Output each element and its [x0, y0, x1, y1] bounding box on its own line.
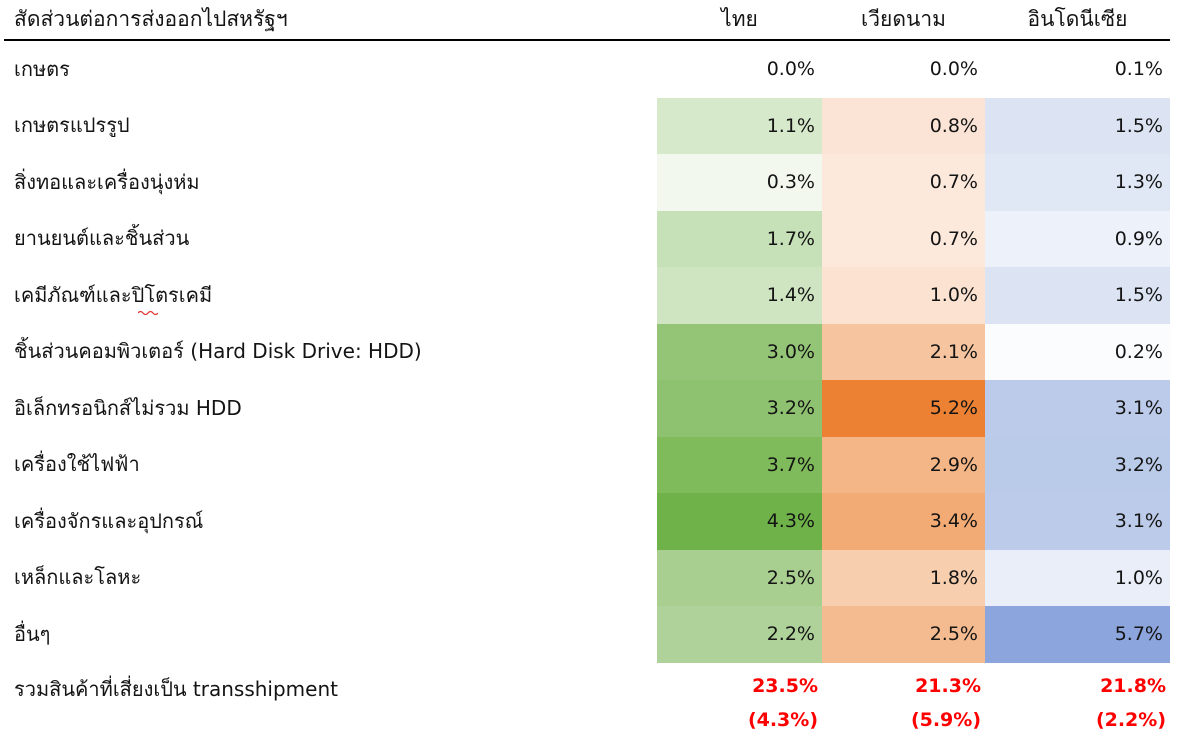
summary-label: รวมสินค้าที่เสี่ยงเป็น transshipment: [14, 676, 338, 701]
row-label-text: เกษตรแปรรูป: [14, 113, 130, 138]
row-label: ยานยนต์และชิ้นส่วน: [0, 211, 657, 268]
cell-indonesia-value: 0.9%: [985, 210, 1170, 267]
cell-indonesia-value: 3.2%: [985, 436, 1170, 493]
table-row: เครื่องจักรและอุปกรณ์ 4.3% 3.4% 3.1%: [0, 493, 1170, 550]
cell-thailand-value: 1.1%: [657, 97, 822, 154]
cell-thailand-value: 0.3%: [657, 154, 822, 211]
row-label-text: เครื่องจักรและอุปกรณ์: [14, 508, 204, 533]
table-body: เกษตร 0.0% 0.0% 0.1% เกษตรแปรรูป 1.1% 0.8% 1.5%…: [0, 41, 1182, 663]
cell-vietnam-value: 3.4%: [822, 493, 985, 550]
table-row: ยานยนต์และชิ้นส่วน 1.7% 0.7% 0.9%: [0, 210, 1170, 268]
cell-vietnam-value: 2.1%: [822, 323, 985, 380]
table-row: เครื่องใช้ไฟฟ้า 3.7% 2.9% 3.2%: [0, 436, 1170, 494]
row-label: เครื่องใช้ไฟฟ้า: [0, 437, 657, 494]
row-label: เคมีภัณฑ์และปิโตรเคมี: [0, 267, 657, 324]
cell-indonesia-value: 1.0%: [985, 549, 1170, 606]
column-header-vietnam: เวียดนาม: [861, 6, 946, 31]
cell-indonesia-value: 1.3%: [985, 154, 1170, 211]
table-row: เหล็กและโลหะ 2.5% 1.8% 1.0%: [0, 549, 1170, 607]
row-label: เกษตรแปรรูป: [0, 98, 657, 155]
row-label: เครื่องจักรและอุปกรณ์: [0, 493, 657, 550]
row-label: เกษตร: [0, 41, 657, 98]
row-label: ชิ้นส่วนคอมพิวเตอร์ (Hard Disk Drive: HD…: [0, 324, 657, 381]
cell-vietnam-value: 0.7%: [822, 154, 985, 211]
cell-vietnam-value: 1.8%: [822, 549, 985, 606]
summary-subtotal-indonesia: (2.2%): [1095, 709, 1166, 732]
table-row: อิเล็กทรอนิกส์ไม่รวม HDD 3.2% 5.2% 3.1%: [0, 380, 1170, 437]
row-label: สิ่งทอและเครื่องนุ่งห่ม: [0, 154, 657, 211]
row-label-text: ยานยนต์และชิ้นส่วน: [14, 226, 190, 251]
cell-thailand-value: 4.3%: [657, 493, 822, 550]
row-label-text: อื่นๆ: [14, 621, 51, 646]
row-label-text: เครื่องใช้ไฟฟ้า: [14, 452, 140, 477]
column-header-thailand: ไทย: [721, 6, 758, 31]
table-row: ชิ้นส่วนคอมพิวเตอร์ (Hard Disk Drive: HD…: [0, 323, 1170, 381]
cell-vietnam-value: 0.7%: [822, 210, 985, 267]
table-row: เกษตร 0.0% 0.0% 0.1%: [0, 41, 1170, 98]
cell-vietnam-value: 0.8%: [822, 97, 985, 154]
cell-indonesia-value: 3.1%: [985, 493, 1170, 550]
spellcheck-squiggle-icon: [138, 310, 158, 315]
cell-indonesia-value: 5.7%: [985, 606, 1170, 663]
row-label-text: เกษตร: [14, 56, 70, 81]
cell-thailand-value: 1.7%: [657, 210, 822, 267]
cell-vietnam-value: 0.0%: [822, 41, 985, 98]
summary-subtotal-vietnam: (5.9%): [910, 709, 981, 732]
summary-total-indonesia: 21.8%: [1100, 674, 1166, 697]
row-label-text: ชิ้นส่วนคอมพิวเตอร์ (Hard Disk Drive: HD…: [14, 339, 422, 364]
summary-cell-indonesia: 21.8% (2.2%): [985, 674, 1170, 733]
summary-row: รวมสินค้าที่เสี่ยงเป็น transshipment 23.…: [0, 663, 1170, 752]
row-label-text: เคมีภัณฑ์และปิโตรเคมี: [14, 282, 213, 307]
summary-cell-vietnam: 21.3% (5.9%): [822, 674, 985, 733]
cell-thailand-value: 3.7%: [657, 436, 822, 493]
cell-vietnam-value: 5.2%: [822, 380, 985, 437]
table-row: อื่นๆ 2.2% 2.5% 5.7%: [0, 606, 1170, 663]
cell-thailand-value: 0.0%: [657, 41, 822, 98]
summary-total-thailand: 23.5%: [752, 674, 818, 697]
cell-vietnam-value: 1.0%: [822, 267, 985, 324]
column-header-indonesia: อินโดนีเซีย: [1027, 6, 1128, 31]
row-label: เหล็กและโลหะ: [0, 550, 657, 607]
table-row: เคมีภัณฑ์และปิโตรเคมี 1.4% 1.0% 1.5%: [0, 267, 1170, 324]
cell-thailand-value: 3.2%: [657, 380, 822, 437]
table-header-row: สัดส่วนต่อการส่งออกไปสหรัฐฯ ไทย เวียดนาม…: [4, 0, 1170, 41]
cell-thailand-value: 1.4%: [657, 267, 822, 324]
row-label: อิเล็กทรอนิกส์ไม่รวม HDD: [0, 380, 657, 437]
cell-thailand-value: 3.0%: [657, 323, 822, 380]
cell-indonesia-value: 0.1%: [985, 41, 1170, 98]
cell-vietnam-value: 2.9%: [822, 436, 985, 493]
table-title: สัดส่วนต่อการส่งออกไปสหรัฐฯ: [14, 6, 288, 31]
cell-indonesia-value: 1.5%: [985, 97, 1170, 154]
cell-indonesia-value: 1.5%: [985, 267, 1170, 324]
cell-indonesia-value: 3.1%: [985, 380, 1170, 437]
cell-thailand-value: 2.5%: [657, 549, 822, 606]
cell-thailand-value: 2.2%: [657, 606, 822, 663]
row-label-text: สิ่งทอและเครื่องนุ่งห่ม: [14, 169, 200, 194]
row-label-text: อิเล็กทรอนิกส์ไม่รวม HDD: [14, 395, 242, 420]
summary-cell-thailand: 23.5% (4.3%): [657, 674, 822, 733]
table-row: เกษตรแปรรูป 1.1% 0.8% 1.5%: [0, 97, 1170, 155]
table-row: สิ่งทอและเครื่องนุ่งห่ม 0.3% 0.7% 1.3%: [0, 154, 1170, 211]
cell-indonesia-value: 0.2%: [985, 323, 1170, 380]
summary-subtotal-thailand: (4.3%): [747, 709, 818, 732]
row-label-text: เหล็กและโลหะ: [14, 565, 142, 590]
cell-vietnam-value: 2.5%: [822, 606, 985, 663]
summary-total-vietnam: 21.3%: [915, 674, 981, 697]
row-label: อื่นๆ: [0, 606, 657, 663]
